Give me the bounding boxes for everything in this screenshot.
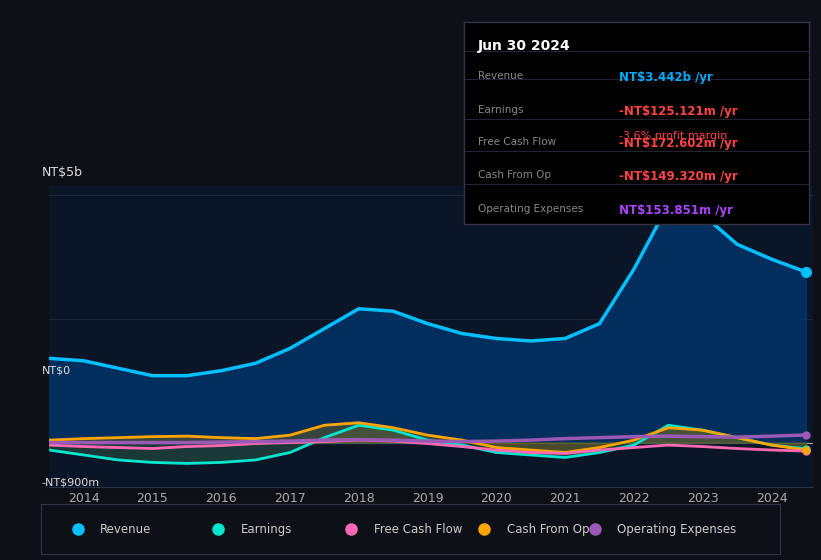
Text: -NT$149.320m /yr: -NT$149.320m /yr [619,170,738,183]
Text: Cash From Op: Cash From Op [478,170,551,180]
Text: -NT$172.602m /yr: -NT$172.602m /yr [619,137,737,150]
Text: -3.6% profit margin: -3.6% profit margin [619,131,727,141]
Text: -NT$125.121m /yr: -NT$125.121m /yr [619,105,737,118]
Text: NT$5b: NT$5b [42,166,83,179]
Text: Earnings: Earnings [241,522,292,536]
Text: Operating Expenses: Operating Expenses [478,204,583,214]
Text: Revenue: Revenue [478,71,523,81]
Text: Free Cash Flow: Free Cash Flow [478,137,556,147]
Text: NT$153.851m /yr: NT$153.851m /yr [619,204,733,217]
Text: NT$3.442b /yr: NT$3.442b /yr [619,71,713,84]
Text: Cash From Op: Cash From Op [507,522,589,536]
Text: Jun 30 2024: Jun 30 2024 [478,39,571,53]
Text: Revenue: Revenue [100,522,152,536]
Text: NT$0: NT$0 [42,366,71,376]
Text: Operating Expenses: Operating Expenses [617,522,736,536]
Text: Earnings: Earnings [478,105,523,115]
Text: Free Cash Flow: Free Cash Flow [374,522,462,536]
Text: -NT$900m: -NT$900m [42,477,99,487]
